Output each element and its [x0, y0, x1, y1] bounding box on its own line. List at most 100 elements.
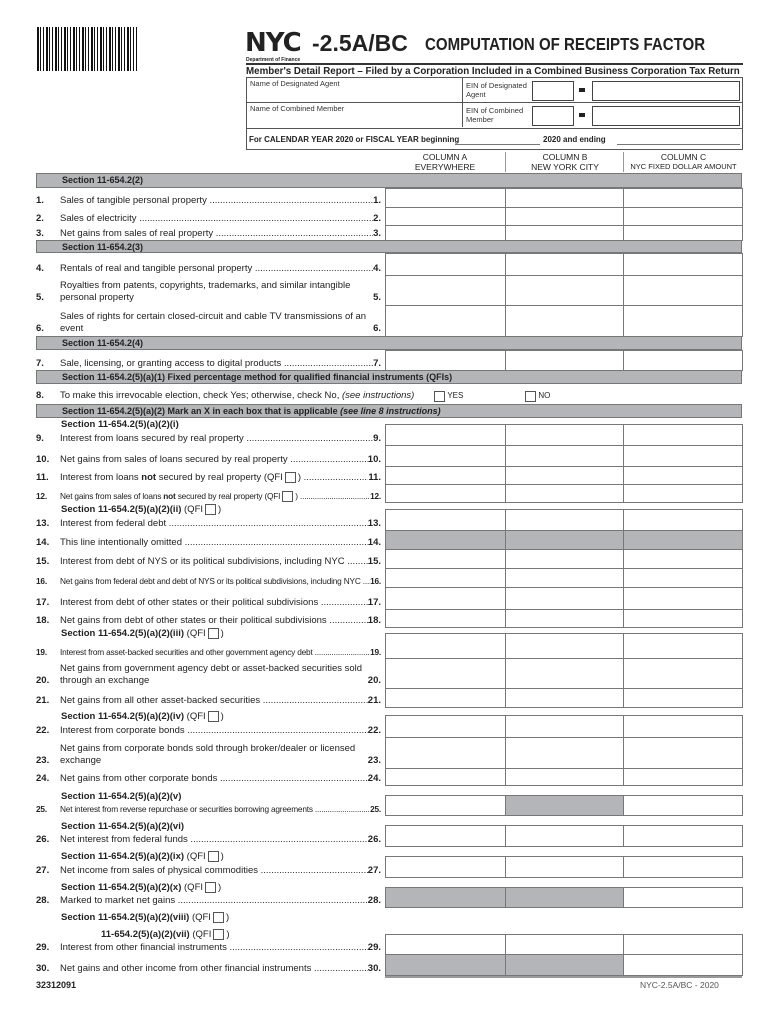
- line-25-column-c-input[interactable]: [623, 795, 743, 816]
- yes-checkbox[interactable]: [434, 391, 446, 402]
- line-26-column-b-input[interactable]: [505, 825, 624, 847]
- subsection-heading: Section 11-654.2(5)(a)(2)(v): [61, 791, 181, 802]
- line-15-column-c-input[interactable]: [623, 549, 743, 569]
- line-2-column-c-input[interactable]: [623, 207, 743, 226]
- line-21-column-b-input[interactable]: [505, 688, 624, 708]
- line-6-column-a-input[interactable]: [385, 305, 506, 337]
- qfi-checkbox[interactable]: [207, 851, 219, 862]
- line-18-column-b-input[interactable]: [505, 609, 624, 628]
- line-11-column-b-input[interactable]: [505, 466, 624, 485]
- line-12-column-b-input[interactable]: [505, 484, 624, 503]
- line-2-column-a-input[interactable]: [385, 207, 506, 226]
- qfi-checkbox[interactable]: [205, 882, 217, 893]
- line-21-column-a-input[interactable]: [385, 688, 506, 708]
- line-13-column-b-input[interactable]: [505, 509, 624, 531]
- line-16-column-c-input[interactable]: [623, 568, 743, 588]
- line-16-column-a-input[interactable]: [385, 568, 506, 588]
- qfi-checkbox[interactable]: [284, 471, 296, 483]
- ein-member-prefix-input[interactable]: [532, 106, 574, 126]
- line-9-column-c-input[interactable]: [623, 424, 743, 446]
- line-10-column-b-input[interactable]: [505, 445, 624, 467]
- line-19-column-a-input[interactable]: [385, 633, 506, 659]
- line-25-column-a-input[interactable]: [385, 795, 506, 816]
- ein-agent-prefix-input[interactable]: [532, 81, 574, 101]
- line-24-column-b-input[interactable]: [505, 768, 624, 786]
- line-4-column-a-input[interactable]: [385, 253, 506, 276]
- qfi-checkbox[interactable]: [212, 912, 224, 923]
- line-6-column-c-input[interactable]: [623, 305, 743, 337]
- line-26-column-c-input[interactable]: [623, 825, 743, 847]
- line-23-column-a-input[interactable]: [385, 737, 506, 769]
- line-13-column-c-input[interactable]: [623, 509, 743, 531]
- line-28-column-c-input[interactable]: [623, 887, 743, 908]
- designated-agent-input[interactable]: [249, 89, 454, 101]
- line-1-column-a-input[interactable]: [385, 188, 506, 208]
- line-17-column-a-input[interactable]: [385, 587, 506, 610]
- qfi-checkbox[interactable]: [207, 628, 219, 639]
- line-6-column-b-input[interactable]: [505, 305, 624, 337]
- line-15-column-a-input[interactable]: [385, 549, 506, 569]
- line-27-column-b-input[interactable]: [505, 856, 624, 878]
- period-end-input[interactable]: [617, 144, 740, 145]
- line-11-column-c-input[interactable]: [623, 466, 743, 485]
- line-20-column-c-input[interactable]: [623, 658, 743, 689]
- no-checkbox[interactable]: [525, 391, 537, 402]
- line-16-column-b-input[interactable]: [505, 568, 624, 588]
- ein-agent-suffix-input[interactable]: [592, 81, 740, 101]
- line-21-column-c-input[interactable]: [623, 688, 743, 708]
- line-29-column-a-input[interactable]: [385, 934, 506, 955]
- line-5-column-a-input[interactable]: [385, 275, 506, 306]
- line-7-column-a-input[interactable]: [385, 350, 506, 371]
- line-10-column-c-input[interactable]: [623, 445, 743, 467]
- line-29-column-b-input[interactable]: [505, 934, 624, 955]
- line-15-column-b-input[interactable]: [505, 549, 624, 569]
- line-5-column-c-input[interactable]: [623, 275, 743, 306]
- line-29-column-c-input[interactable]: [623, 934, 743, 955]
- line-12-column-c-input[interactable]: [623, 484, 743, 503]
- line-27-column-a-input[interactable]: [385, 856, 506, 878]
- line-20-column-a-input[interactable]: [385, 658, 506, 689]
- line-30-column-c-input[interactable]: [623, 954, 743, 976]
- line-1-column-c-input[interactable]: [623, 188, 743, 208]
- period-begin-input[interactable]: [455, 144, 540, 145]
- line-18-column-c-input[interactable]: [623, 609, 743, 628]
- line-9-column-a-input[interactable]: [385, 424, 506, 446]
- line-11-column-a-input[interactable]: [385, 466, 506, 485]
- line-13-column-a-input[interactable]: [385, 509, 506, 531]
- line-item: 26.Net interest from federal funds26.: [36, 828, 381, 846]
- line-1-column-b-input[interactable]: [505, 188, 624, 208]
- line-19-column-c-input[interactable]: [623, 633, 743, 659]
- ein-member-suffix-input[interactable]: [592, 106, 740, 126]
- line-3-column-b-input[interactable]: [505, 225, 624, 241]
- line-20-column-b-input[interactable]: [505, 658, 624, 689]
- line-4-column-c-input[interactable]: [623, 253, 743, 276]
- line-24-column-a-input[interactable]: [385, 768, 506, 786]
- line-17-column-b-input[interactable]: [505, 587, 624, 610]
- line-3-column-a-input[interactable]: [385, 225, 506, 241]
- line-7-column-b-input[interactable]: [505, 350, 624, 371]
- line-22-column-a-input[interactable]: [385, 715, 506, 738]
- line-4-column-b-input[interactable]: [505, 253, 624, 276]
- line-23-column-b-input[interactable]: [505, 737, 624, 769]
- line-22-column-b-input[interactable]: [505, 715, 624, 738]
- line-19-column-b-input[interactable]: [505, 633, 624, 659]
- line-3-column-c-input[interactable]: [623, 225, 743, 241]
- qfi-checkbox[interactable]: [207, 711, 219, 722]
- line-22-column-c-input[interactable]: [623, 715, 743, 738]
- line-9-column-b-input[interactable]: [505, 424, 624, 446]
- line-23-column-c-input[interactable]: [623, 737, 743, 769]
- qfi-checkbox[interactable]: [205, 504, 217, 515]
- qfi-checkbox[interactable]: [282, 491, 294, 502]
- line-26-column-a-input[interactable]: [385, 825, 506, 847]
- line-17-column-c-input[interactable]: [623, 587, 743, 610]
- line-24-column-c-input[interactable]: [623, 768, 743, 786]
- combined-member-input[interactable]: [249, 114, 454, 126]
- line-5-column-b-input[interactable]: [505, 275, 624, 306]
- line-27-column-c-input[interactable]: [623, 856, 743, 878]
- line-2-column-b-input[interactable]: [505, 207, 624, 226]
- qfi-checkbox[interactable]: [213, 929, 225, 940]
- line-18-column-a-input[interactable]: [385, 609, 506, 628]
- line-10-column-a-input[interactable]: [385, 445, 506, 467]
- line-12-column-a-input[interactable]: [385, 484, 506, 503]
- line-7-column-c-input[interactable]: [623, 350, 743, 371]
